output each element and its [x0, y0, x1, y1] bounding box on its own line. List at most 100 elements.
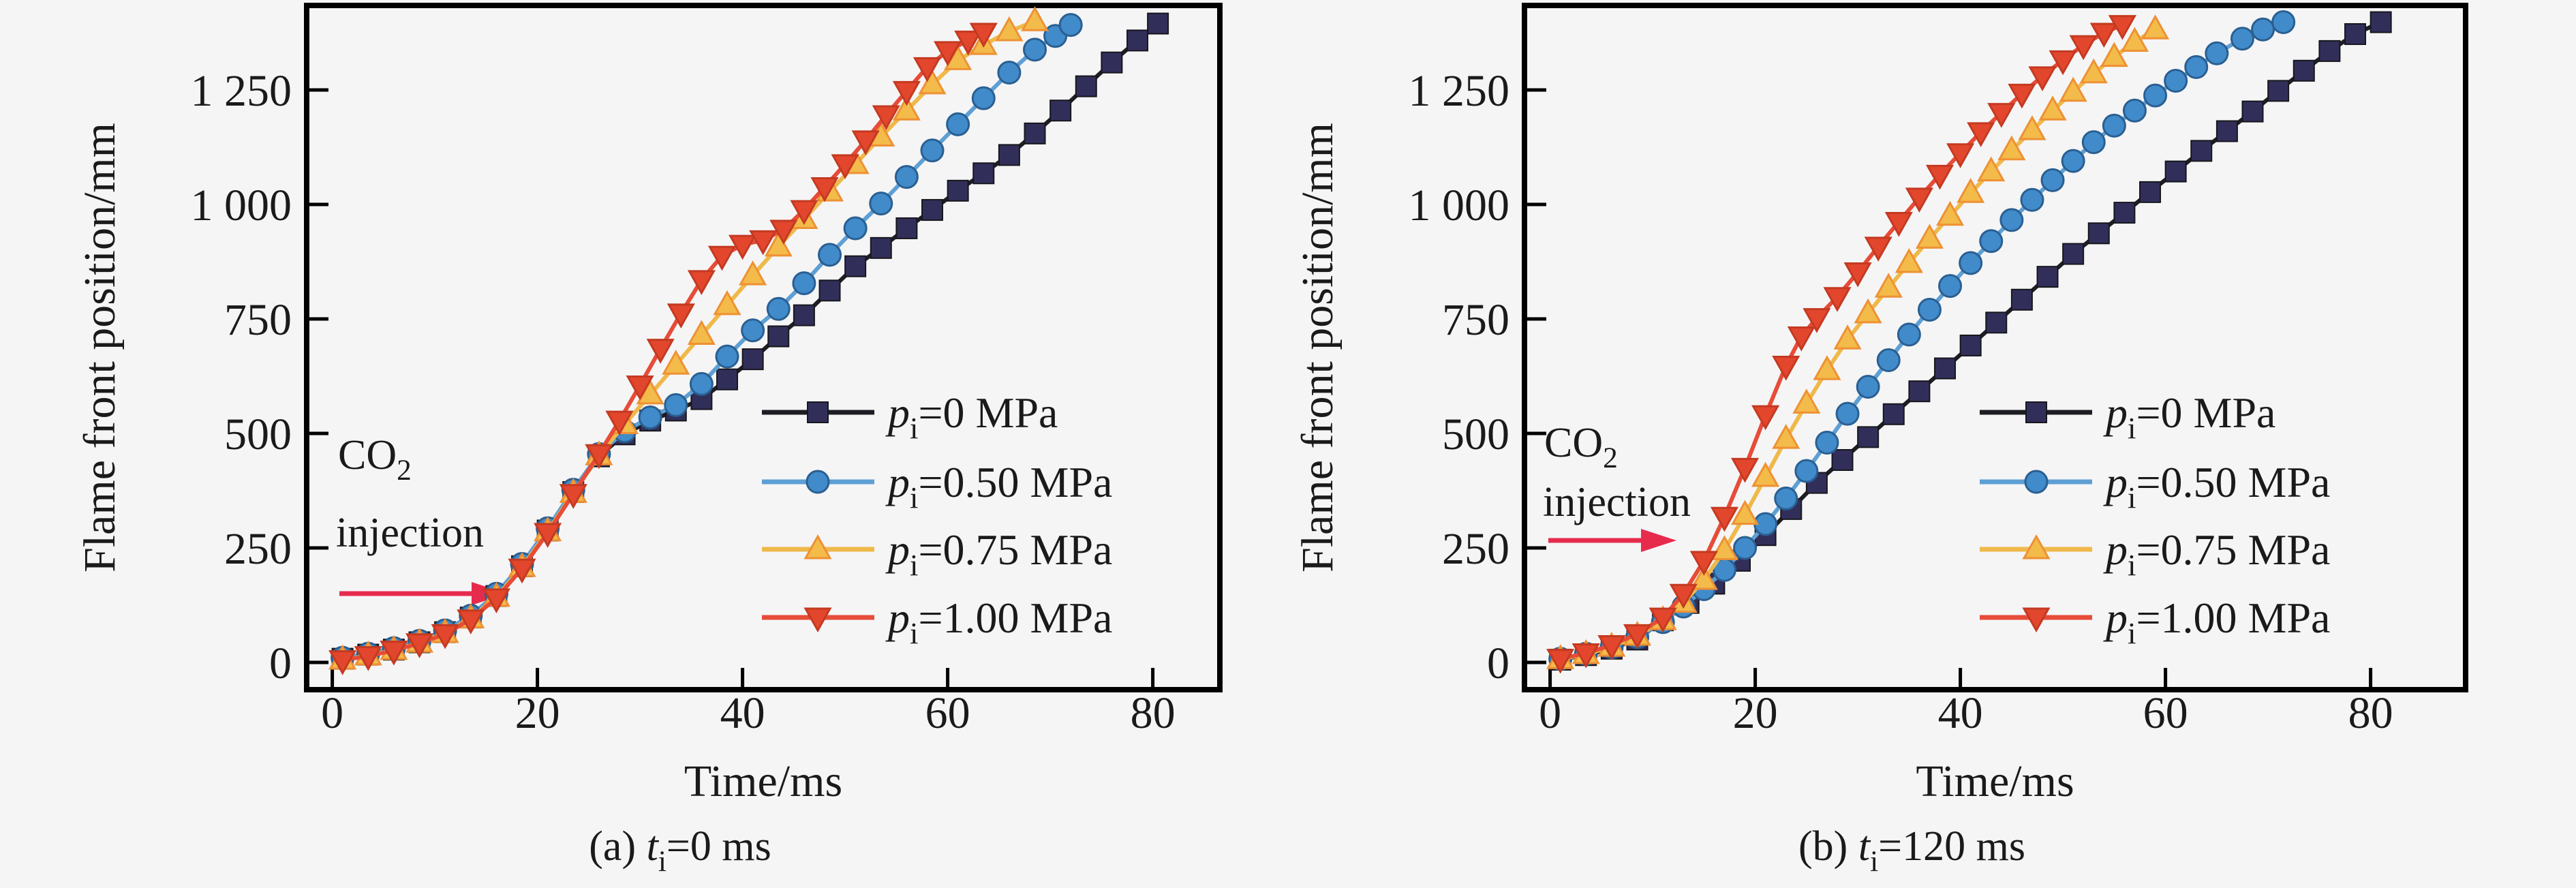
series-marker	[1126, 29, 1149, 52]
series-marker	[431, 624, 459, 649]
series-marker	[869, 192, 893, 216]
series-marker	[2164, 69, 2188, 93]
legend-marker	[2022, 534, 2051, 560]
series-marker	[972, 162, 995, 185]
series-marker	[707, 245, 737, 271]
y-tick-label: 250	[224, 524, 292, 574]
legend: pi=0 MPa pi=0.50 MPa pi=0.75 MPa pi=1.00 MP…	[1980, 388, 2330, 650]
annotation-co2-text: CO2	[1544, 420, 1618, 474]
series-marker	[1938, 274, 1963, 298]
series-marker	[1623, 624, 1652, 649]
series-marker	[1147, 12, 1169, 35]
series-marker	[810, 177, 839, 202]
legend-label: pi=1.00 MPa	[2103, 594, 2330, 650]
series-marker	[2089, 22, 2118, 48]
series-marker	[715, 344, 739, 369]
x-tick-label: 80	[2348, 688, 2393, 738]
series-marker	[1831, 448, 1854, 471]
legend-label: pi=0.50 MPa	[885, 458, 1112, 515]
x-axis-title: Time/ms	[684, 756, 842, 806]
series-marker	[1803, 308, 1831, 333]
y-axis-title: Flame front position/mm	[75, 123, 125, 572]
x-tick-label: 60	[2143, 688, 2188, 738]
series-marker	[741, 348, 764, 371]
series-marker	[1959, 251, 1983, 275]
series-marker	[1075, 75, 1097, 97]
series-marker	[749, 230, 778, 256]
series-marker	[1571, 643, 1600, 669]
series-marker	[1957, 178, 1985, 203]
series-marker	[689, 371, 714, 396]
series-marker	[646, 339, 675, 364]
series-marker	[1823, 287, 1852, 312]
series-marker	[1730, 500, 1760, 525]
series-marker	[818, 279, 841, 302]
series-pi-1-00-MPa	[328, 22, 998, 675]
legend-label: pi=0 MPa	[885, 388, 1058, 445]
series-marker	[2069, 35, 2098, 61]
series-marker	[894, 165, 919, 189]
series-marker	[954, 30, 983, 56]
series-marker	[1833, 324, 1862, 350]
plot-border	[304, 3, 1223, 692]
y-tick-label: 750	[224, 295, 292, 345]
series-marker	[2008, 83, 2036, 109]
series-marker	[741, 318, 765, 343]
series-marker	[913, 57, 942, 82]
annotation-co2-text: CO2	[338, 432, 412, 487]
y-tick-label: 0	[269, 639, 292, 688]
annotation-injection-text: injection	[336, 510, 484, 556]
series-marker	[2190, 140, 2213, 162]
y-tick-label: 500	[1442, 410, 1509, 459]
x-tick-label: 80	[1131, 688, 1176, 738]
series-marker	[1959, 334, 1982, 356]
series-marker	[2271, 10, 2296, 35]
series-marker	[2018, 115, 2046, 140]
legend-label: pi=0 MPa	[2103, 388, 2275, 445]
series-marker	[1710, 535, 1739, 560]
series-marker	[1787, 326, 1815, 352]
series-marker	[995, 16, 1024, 42]
series-marker	[1813, 355, 1841, 380]
series-pi-0-75-MPa	[1546, 14, 2170, 669]
series-marker	[1049, 99, 1072, 122]
series-marker	[1946, 143, 1975, 168]
series-marker	[626, 375, 654, 401]
series-marker	[793, 304, 815, 326]
series-marker	[1985, 311, 2008, 334]
legend-marker	[2024, 470, 2049, 494]
series-marker	[1689, 551, 1718, 576]
legend-marker	[806, 470, 830, 494]
series-marker	[1882, 403, 1905, 425]
legend-marker	[807, 401, 829, 423]
panel-caption: (b) ti=120 ms	[1798, 823, 2025, 878]
series-marker	[2081, 130, 2106, 155]
series-marker	[1794, 459, 1819, 483]
series-marker	[2120, 27, 2149, 52]
series-marker	[1876, 348, 1901, 372]
series-marker	[605, 410, 634, 436]
series-marker	[559, 484, 587, 509]
series-marker	[1730, 457, 1760, 483]
panel-b: 0 20 40 60 80 0 250 500 750 1 000 1 250 Time/ms Flam…	[1293, 3, 2468, 878]
series-marker	[769, 219, 798, 245]
series-marker	[1857, 426, 1880, 448]
legend-label: pi=0.75 MPa	[2103, 525, 2330, 582]
x-axis-title: Time/ms	[1916, 756, 2074, 806]
y-tick-label: 0	[1487, 639, 1509, 688]
series-marker	[2113, 202, 2136, 224]
series-marker	[2318, 40, 2341, 62]
y-tick-label: 250	[1442, 524, 1509, 574]
series-marker	[1669, 583, 1698, 609]
series-marker	[969, 22, 998, 48]
series-marker	[2102, 113, 2126, 138]
series-marker	[508, 558, 536, 584]
x-tick-label: 0	[1539, 688, 1561, 738]
series-marker	[2370, 11, 2392, 33]
y-tick-label: 1 000	[1409, 181, 1510, 230]
series-marker	[2230, 27, 2254, 51]
series-marker	[2020, 187, 2044, 212]
series-marker	[918, 69, 947, 95]
series-marker	[895, 217, 918, 239]
series-marker	[1792, 388, 1821, 414]
